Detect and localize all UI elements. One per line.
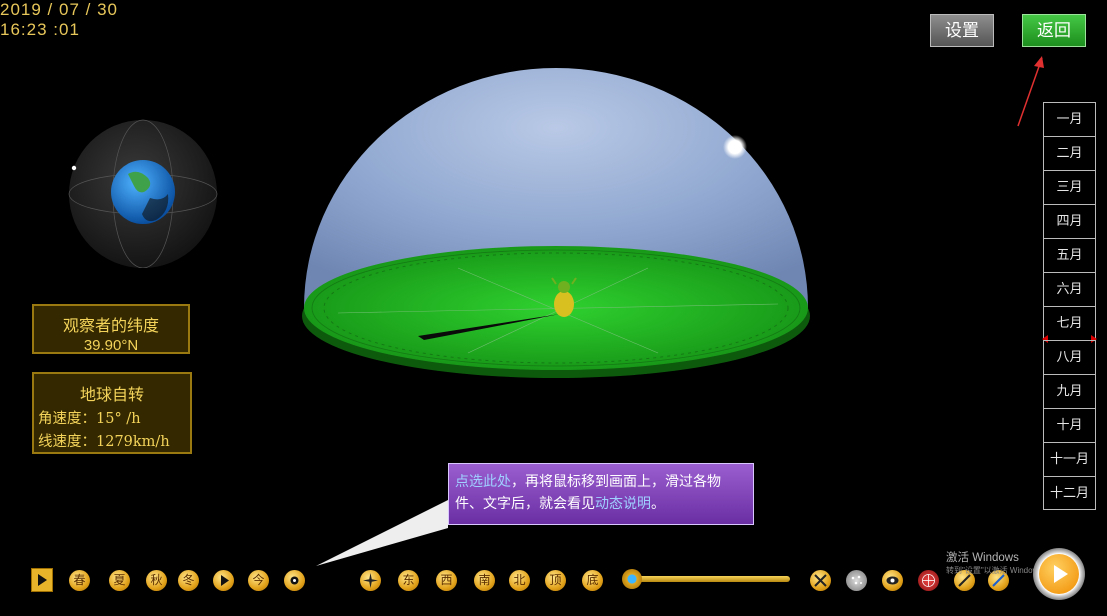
watermark-line2: 转到"设置"以激活 Windows。: [946, 566, 1051, 575]
tooltip-pointer: [316, 500, 448, 566]
month-item-12[interactable]: 十二月: [1043, 476, 1096, 510]
rotation-title: 地球自转: [79, 385, 144, 404]
spring-button[interactable]: 春: [69, 570, 90, 591]
angular-speed: 角速度：15° /h: [38, 411, 141, 427]
latitude-panel[interactable]: 观察者的纬度 39.90°N: [32, 304, 190, 354]
compass-rose-icon[interactable]: [360, 570, 381, 591]
tooltip-dynamic-desc: 动态说明: [595, 496, 651, 512]
sun-icon[interactable]: [723, 135, 747, 159]
tooltip-end: 。: [651, 496, 665, 512]
tooltip-click-here[interactable]: 点选此处: [455, 474, 511, 490]
month-item-11[interactable]: 十一月: [1043, 442, 1096, 476]
star-cluster-icon[interactable]: [846, 570, 867, 591]
winter-button[interactable]: 冬: [178, 570, 199, 591]
observer-figure-icon[interactable]: [551, 277, 577, 317]
today-button[interactable]: 今: [248, 570, 269, 591]
summer-button[interactable]: 夏: [109, 570, 130, 591]
time-display: 16:23 :01: [0, 20, 80, 39]
autumn-button[interactable]: 秋: [146, 570, 167, 591]
month-item-9[interactable]: 九月: [1043, 374, 1096, 408]
target-icon[interactable]: [284, 570, 305, 591]
nadir-button[interactable]: 底: [582, 570, 603, 591]
sky-dome: [304, 68, 808, 308]
grid-globe-icon[interactable]: [918, 570, 939, 591]
month-item-7[interactable]: 七月: [1042, 306, 1097, 343]
watermark-line1: 激活 Windows: [946, 552, 1019, 564]
time-slider-knob[interactable]: [622, 569, 642, 589]
red-arrow-annotation: [1017, 56, 1044, 127]
month-item-8[interactable]: 八月: [1043, 340, 1096, 374]
date-display: 2019 / 07 / 30: [0, 0, 118, 19]
windows-activation-watermark: 激活 Windows 转到"设置"以激活 Windows。: [946, 549, 1050, 576]
latitude-value: 39.90°N: [83, 337, 139, 354]
earth-rotation-panel: 地球自转 角速度：15° /h 线速度：1279km/h: [32, 372, 192, 454]
west-button[interactable]: 西: [436, 570, 457, 591]
celestial-dome-scene[interactable]: [298, 68, 813, 388]
play-circle-icon[interactable]: [213, 570, 234, 591]
south-button[interactable]: 南: [474, 570, 495, 591]
month-item-5[interactable]: 五月: [1043, 238, 1096, 272]
telescope-icon[interactable]: [954, 570, 975, 591]
shield-icon[interactable]: [810, 570, 831, 591]
big-play-button[interactable]: [1033, 548, 1085, 600]
month-item-4[interactable]: 四月: [1043, 204, 1096, 238]
month-item-6[interactable]: 六月: [1043, 272, 1096, 306]
observer-shadow: [418, 314, 560, 340]
tooltip-text: ，再将鼠标移到画面上，滑过各物件、文字后，就会看见: [455, 474, 721, 512]
help-tooltip[interactable]: 点选此处，再将鼠标移到画面上，滑过各物件、文字后，就会看见动态说明。: [448, 463, 754, 525]
zenith-button[interactable]: 顶: [545, 570, 566, 591]
earth-globe-icon[interactable]: [58, 118, 228, 268]
back-button[interactable]: 返回: [1022, 14, 1086, 47]
north-button[interactable]: 北: [509, 570, 530, 591]
settings-button[interactable]: 设置: [930, 14, 994, 47]
play-icon[interactable]: [31, 568, 53, 592]
play-icon-large: [1039, 554, 1079, 594]
linear-speed: 线速度：1279km/h: [38, 434, 170, 450]
month-item-2[interactable]: 二月: [1043, 136, 1096, 170]
month-item-3[interactable]: 三月: [1043, 170, 1096, 204]
month-item-10[interactable]: 十月: [1043, 408, 1096, 442]
month-item-1[interactable]: 一月: [1043, 102, 1096, 136]
time-slider-track[interactable]: [632, 576, 790, 582]
telescope-alt-icon[interactable]: [988, 570, 1009, 591]
month-selector: 一月 二月 三月 四月 五月 六月 七月 八月 九月 十月 十一月 十二月: [1042, 102, 1097, 510]
eye-icon[interactable]: [882, 570, 903, 591]
east-button[interactable]: 东: [398, 570, 419, 591]
latitude-title: 观察者的纬度: [62, 316, 159, 335]
